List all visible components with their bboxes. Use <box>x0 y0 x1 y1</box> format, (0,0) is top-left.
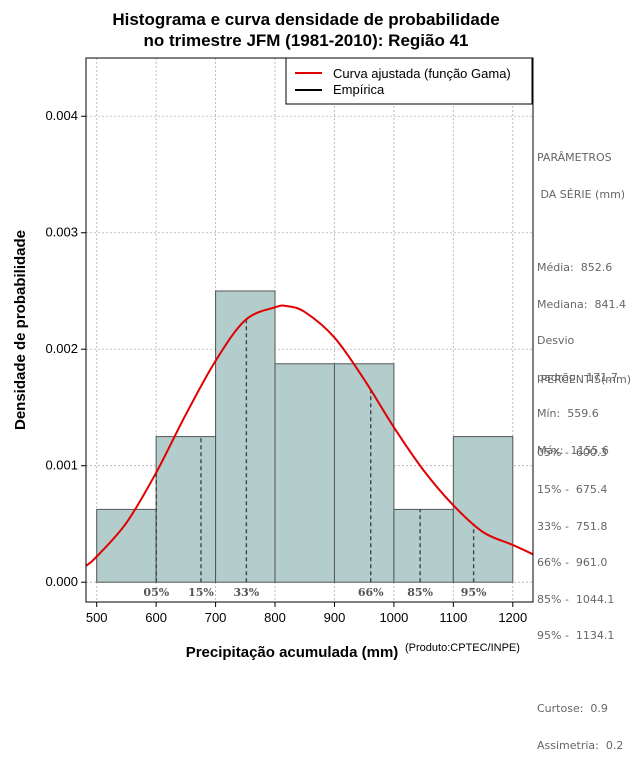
params-title-2: DA SÉRIE (mm) <box>537 188 626 202</box>
x-tick-label-3: 800 <box>264 610 286 625</box>
y-tick-label-3: 0.003 <box>45 225 78 240</box>
percentile-row-95: 95% - 1134.1 <box>537 629 615 643</box>
params-panel: PARÂMETROS DA SÉRIE (mm) Média: 852.6 Me… <box>537 128 626 469</box>
percentile-label-3: 66% <box>358 586 384 599</box>
x-tick-label-0: 500 <box>86 610 108 625</box>
y-tick-label-1: 0.001 <box>45 458 78 473</box>
histogram-bar-5 <box>393 508 454 583</box>
stat-assimetria: Assimetria: 0.2 <box>537 739 624 753</box>
percentile-row-85: 85% - 1044.1 <box>537 592 615 606</box>
percentiles-panel: PERCENTIS(mm) 05% - 600.3 15% - 675.4 33… <box>537 350 631 765</box>
percentile-label-1: 15% <box>188 586 214 599</box>
y-axis-label: Densidade de probabilidade <box>12 230 29 430</box>
x-tick-label-6: 1100 <box>439 610 467 625</box>
percentile-row-66: 66% - 961.0 <box>537 556 608 570</box>
param-desvio-2: padrão: 171.7 <box>537 370 618 384</box>
legend: Curva ajustada (função Gama) Empírica <box>285 57 533 105</box>
x-tick-label-2: 700 <box>205 610 227 625</box>
param-mediana: Mediana: 841.4 <box>537 297 626 311</box>
stat-curtose: Curtose: 0.9 <box>537 702 608 716</box>
percentile-label-5: 95% <box>461 586 487 599</box>
y-tick-label-2: 0.002 <box>45 341 78 356</box>
chart-title-line-2: no trimestre JFM (1981-2010): Região 41 <box>143 31 468 50</box>
percentiles-title: PERCENTIS(mm) <box>537 373 631 387</box>
y-tick-label-4: 0.004 <box>45 108 78 123</box>
param-desvio-1: Desvio <box>537 334 575 348</box>
legend-label-empirical: Empírica <box>333 82 385 97</box>
chart-title-line-1: Histograma e curva densidade de probabil… <box>112 10 499 29</box>
percentile-label-2: 33% <box>233 586 259 599</box>
histogram-bar-0 <box>96 508 157 583</box>
x-tick-label-5: 1000 <box>379 610 408 625</box>
percentile-label-4: 85% <box>407 586 433 599</box>
legend-box <box>285 57 533 105</box>
histogram-chart: Histograma e curva densidade de probabil… <box>12 10 534 660</box>
histogram-bar-2 <box>215 290 276 583</box>
product-credit: (Produto:CPTEC/INPE) <box>405 642 520 654</box>
percentile-row-33: 33% - 751.8 <box>537 519 608 533</box>
percentile-label-0: 05% <box>143 586 169 599</box>
histogram-bar-6 <box>452 436 514 583</box>
legend-label-curve: Curva ajustada (função Gama) <box>333 66 511 81</box>
percentile-row-05: 05% - 600.3 <box>537 446 608 460</box>
x-tick-label-1: 600 <box>145 610 167 625</box>
params-title-1: PARÂMETROS <box>537 151 612 165</box>
param-min: Mín: 559.6 <box>537 407 599 421</box>
y-tick-label-0: 0.000 <box>45 574 78 589</box>
x-axis-label: Precipitação acumulada (mm) <box>186 644 399 660</box>
histogram-bar-3 <box>274 363 335 583</box>
histogram-bar-4 <box>333 363 395 583</box>
x-tick-label-4: 900 <box>324 610 346 625</box>
y-axis: 0.000 0.001 0.002 0.003 0.004 <box>45 108 86 589</box>
fitted-curve-group <box>85 304 534 567</box>
param-media: Média: 852.6 <box>537 261 613 275</box>
percentile-row-15: 15% - 675.4 <box>537 483 608 497</box>
fitted-gamma-curve <box>85 304 534 567</box>
param-max: Máx: 1155.6 <box>537 444 609 458</box>
x-axis: 500 600 700 800 900 1000 1100 1200 <box>86 602 527 625</box>
x-tick-label-7: 1200 <box>498 610 527 625</box>
percentile-markers: 05% 15% 33% 66% 85% 95% <box>143 319 487 599</box>
histogram-bar-1 <box>155 436 217 583</box>
histogram-bars <box>96 290 514 583</box>
